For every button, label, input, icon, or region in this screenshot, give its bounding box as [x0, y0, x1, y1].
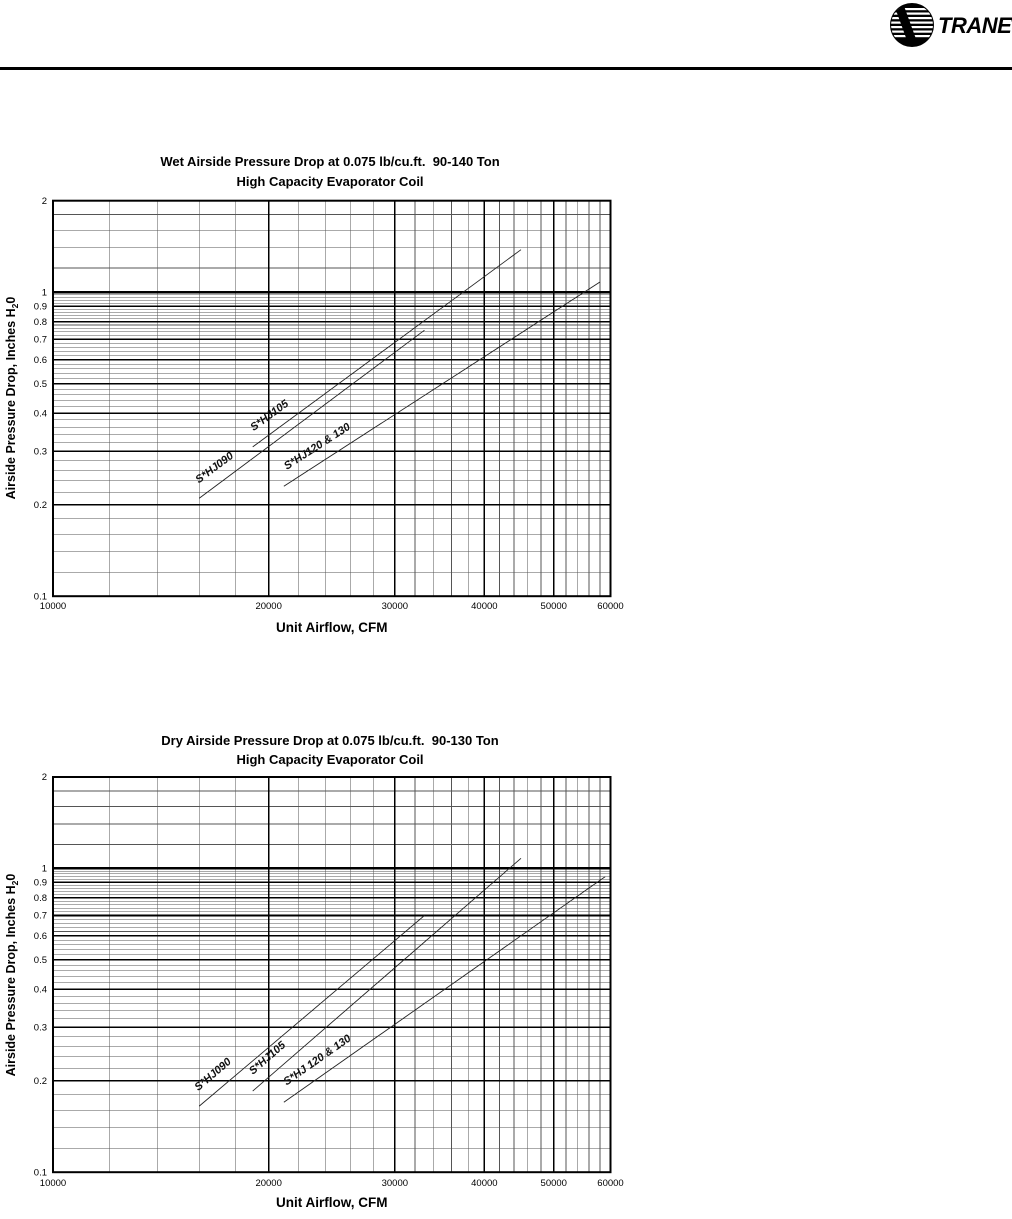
x-tick-label: 40000	[471, 601, 497, 612]
trane-logo: TRANE®	[890, 3, 1012, 47]
y-tick-label: 0.8	[34, 317, 47, 328]
x-tick-label: 20000	[255, 1178, 281, 1189]
series-line	[198, 915, 425, 1107]
x-tick-label: 40000	[471, 1178, 497, 1189]
x-tick-label: 10000	[40, 1178, 66, 1189]
wet-chart-title: Wet Airside Pressure Drop at 0.075 lb/cu…	[160, 154, 500, 169]
y-tick-label: 0.3	[34, 446, 47, 457]
x-tick-label: 10000	[40, 601, 66, 612]
wet-chart-subtitle: High Capacity Evaporator Coil	[236, 174, 424, 189]
y-tick-label: 2	[42, 196, 47, 207]
plot-border	[52, 199, 612, 598]
grid	[53, 200, 611, 597]
y-tick-label: 0.7	[34, 911, 47, 922]
y-tick-label: 0.9	[34, 301, 47, 312]
x-tick-label: 30000	[382, 601, 408, 612]
series-line	[252, 857, 522, 1092]
brand-wordmark: TRANE®	[938, 13, 1012, 38]
x-tick-label: 30000	[382, 1178, 408, 1189]
y-tick-label: 0.8	[34, 893, 47, 904]
y-tick-label: 0.1	[34, 591, 47, 602]
x-axis-title: Unit Airflow, CFM	[276, 1195, 387, 1210]
y-tick-label: 0.5	[34, 955, 47, 966]
y-tick-label: 0.7	[34, 334, 47, 345]
x-tick-label: 50000	[541, 601, 567, 612]
y-tick-label: 1	[42, 864, 47, 875]
header-rule	[0, 67, 1012, 70]
series-line	[283, 281, 601, 487]
series-label: S*HJ105	[248, 397, 291, 433]
y-tick-label: 1	[42, 287, 47, 298]
x-tick-label: 50000	[541, 1178, 567, 1189]
x-tick-label: 60000	[597, 1178, 623, 1189]
y-tick-label: 0.9	[34, 878, 47, 889]
series-label: S*HJ090	[192, 1055, 234, 1093]
y-tick-label: 0.4	[34, 408, 47, 419]
y-tick-label: 0.6	[34, 931, 47, 942]
series-line	[252, 249, 522, 448]
y-tick-label: 0.5	[34, 379, 47, 390]
y-tick-label: 0.3	[34, 1022, 47, 1033]
y-tick-label: 0.2	[34, 1076, 47, 1087]
y-tick-label: 0.1	[34, 1167, 47, 1178]
plot-border	[52, 776, 612, 1174]
y-tick-label: 0.6	[34, 355, 47, 366]
series-line	[283, 876, 606, 1103]
grid	[53, 777, 611, 1173]
dry-chart-subtitle: High Capacity Evaporator Coil	[236, 752, 424, 767]
x-tick-label: 20000	[255, 601, 281, 612]
brand-stripes-icon	[891, 4, 933, 46]
x-tick-label: 60000	[597, 601, 623, 612]
y-tick-label: 2	[42, 772, 47, 783]
x-axis-title: Unit Airflow, CFM	[276, 620, 387, 635]
y-tick-label: 0.4	[34, 985, 47, 996]
dry-chart-title: Dry Airside Pressure Drop at 0.075 lb/cu…	[161, 733, 499, 748]
y-tick-label: 0.2	[34, 500, 47, 511]
series-line	[198, 329, 425, 499]
